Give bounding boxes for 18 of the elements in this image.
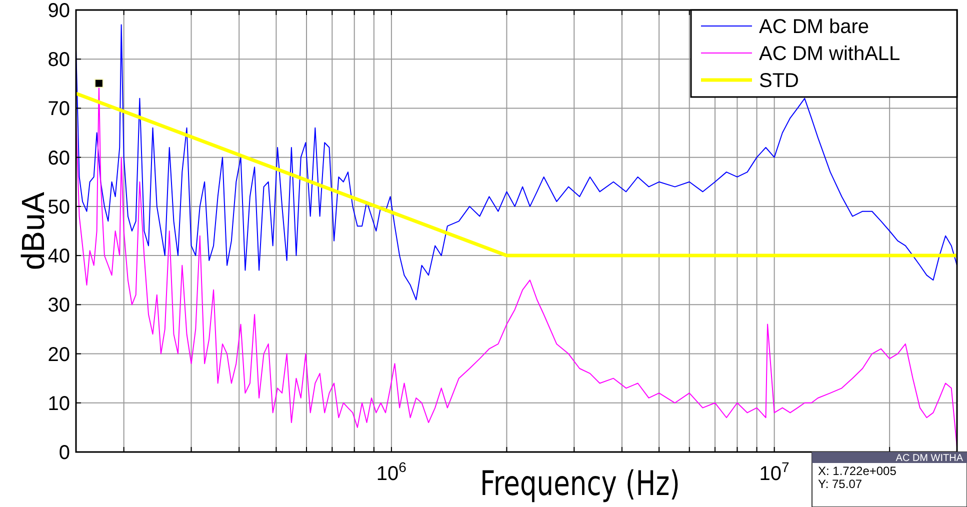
y-tick-label: 30 [48, 294, 70, 317]
text: Y: 75.07 [818, 477, 862, 491]
legend-label: AC DM bare [759, 16, 870, 38]
text: X: 1.722e+005 [818, 464, 897, 478]
legend-label: AC DM withALL [759, 43, 900, 65]
text: AC DM WITHA [896, 453, 964, 464]
y-tick-label: 60 [48, 147, 70, 170]
y-tick-label: 70 [48, 98, 70, 120]
x-axis-title: Frequency (Hz) [480, 464, 680, 504]
x-tick-label: 10$^{6}$ [376, 459, 407, 485]
y-tick-label: 90 [48, 0, 70, 22]
y-tick-label: 50 [48, 196, 70, 218]
x-tick-label: 10$^{7}$ [759, 459, 790, 485]
legend-label: STD [759, 70, 799, 92]
y-tick-label: 10 [48, 392, 70, 415]
y-tick-label: 0 [58, 442, 70, 464]
y-tick-label: 20 [48, 344, 70, 366]
y-tick-label: 80 [48, 49, 70, 72]
